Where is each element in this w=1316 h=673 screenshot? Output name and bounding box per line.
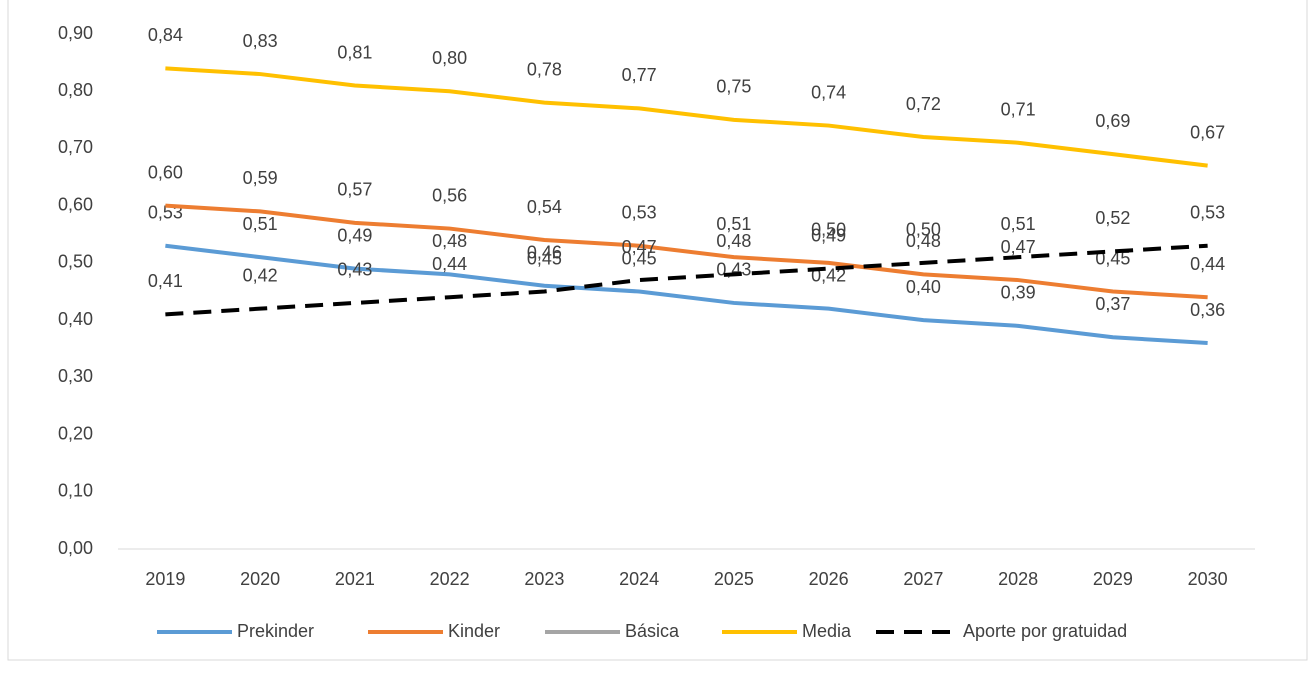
data-label: 0,74 xyxy=(811,82,846,102)
data-label: 0,39 xyxy=(1001,283,1036,303)
data-label: 0,48 xyxy=(432,231,467,251)
data-label: 0,47 xyxy=(1001,237,1036,257)
y-tick-label: 0,30 xyxy=(58,366,93,386)
y-tick-label: 0,00 xyxy=(58,538,93,558)
data-label: 0,81 xyxy=(337,42,372,62)
x-tick-label: 2028 xyxy=(998,569,1038,589)
x-tick-label: 2022 xyxy=(430,569,470,589)
data-label: 0,51 xyxy=(716,214,751,234)
x-tick-label: 2020 xyxy=(240,569,280,589)
data-label: 0,40 xyxy=(906,277,941,297)
data-label: 0,44 xyxy=(432,254,467,274)
legend-label: Media xyxy=(802,621,852,641)
data-label: 0,53 xyxy=(1190,202,1225,222)
data-label: 0,47 xyxy=(622,237,657,257)
data-label: 0,49 xyxy=(811,225,846,245)
series-line xyxy=(165,243,1208,345)
data-label: 0,69 xyxy=(1095,111,1130,131)
y-tick-label: 0,60 xyxy=(58,194,93,214)
data-label: 0,80 xyxy=(432,48,467,68)
x-tick-label: 2026 xyxy=(809,569,849,589)
y-tick-label: 0,40 xyxy=(58,309,93,329)
data-label: 0,84 xyxy=(148,25,183,45)
x-tick-label: 2021 xyxy=(335,569,375,589)
data-label: 0,45 xyxy=(622,248,657,268)
data-label: 0,41 xyxy=(148,271,183,291)
data-label: 0,54 xyxy=(527,197,562,217)
data-label: 0,51 xyxy=(1001,214,1036,234)
legend-label: Prekinder xyxy=(237,621,314,641)
y-tick-label: 0,70 xyxy=(58,137,93,157)
data-label: 0,37 xyxy=(1095,294,1130,314)
x-tick-label: 2025 xyxy=(714,569,754,589)
series-line xyxy=(165,203,1208,300)
x-tick-label: 2027 xyxy=(903,569,943,589)
x-tick-label: 2024 xyxy=(619,569,659,589)
data-label: 0,57 xyxy=(337,180,372,200)
x-tick-label: 2029 xyxy=(1093,569,1133,589)
data-label: 0,51 xyxy=(243,214,278,234)
series-line xyxy=(165,243,1208,317)
data-label: 0,46 xyxy=(527,243,562,263)
data-label: 0,48 xyxy=(906,231,941,251)
chart-frame xyxy=(7,0,1308,661)
data-label: 0,83 xyxy=(243,31,278,51)
legend-label: Kinder xyxy=(448,621,500,641)
data-label: 0,43 xyxy=(716,260,751,280)
data-label: 0,72 xyxy=(906,94,941,114)
data-label: 0,59 xyxy=(243,168,278,188)
data-label: 0,50 xyxy=(811,220,846,240)
x-tick-label: 2019 xyxy=(145,569,185,589)
x-tick-label: 2023 xyxy=(524,569,564,589)
series-line xyxy=(165,66,1208,168)
data-label: 0,44 xyxy=(1190,254,1225,274)
data-label: 0,43 xyxy=(337,260,372,280)
data-label: 0,67 xyxy=(1190,122,1225,142)
data-label: 0,52 xyxy=(1095,208,1130,228)
data-label: 0,78 xyxy=(527,59,562,79)
data-label: 0,56 xyxy=(432,185,467,205)
data-label: 0,77 xyxy=(622,65,657,85)
y-tick-label: 0,10 xyxy=(58,481,93,501)
data-label: 0,53 xyxy=(622,202,657,222)
data-label: 0,45 xyxy=(527,248,562,268)
y-tick-label: 0,20 xyxy=(58,423,93,443)
data-label: 0,48 xyxy=(716,231,751,251)
data-label: 0,50 xyxy=(906,220,941,240)
y-tick-label: 0,50 xyxy=(58,252,93,272)
legend-label: Básica xyxy=(625,621,680,641)
legend-label: Aporte por gratuidad xyxy=(963,621,1127,641)
data-label: 0,71 xyxy=(1001,99,1036,119)
y-tick-label: 0,90 xyxy=(58,23,93,43)
x-tick-label: 2030 xyxy=(1188,569,1228,589)
data-label: 0,36 xyxy=(1190,300,1225,320)
y-tick-label: 0,80 xyxy=(58,80,93,100)
data-label: 0,60 xyxy=(148,162,183,182)
data-label: 0,49 xyxy=(337,225,372,245)
data-label: 0,75 xyxy=(716,77,751,97)
data-label: 0,42 xyxy=(243,265,278,285)
